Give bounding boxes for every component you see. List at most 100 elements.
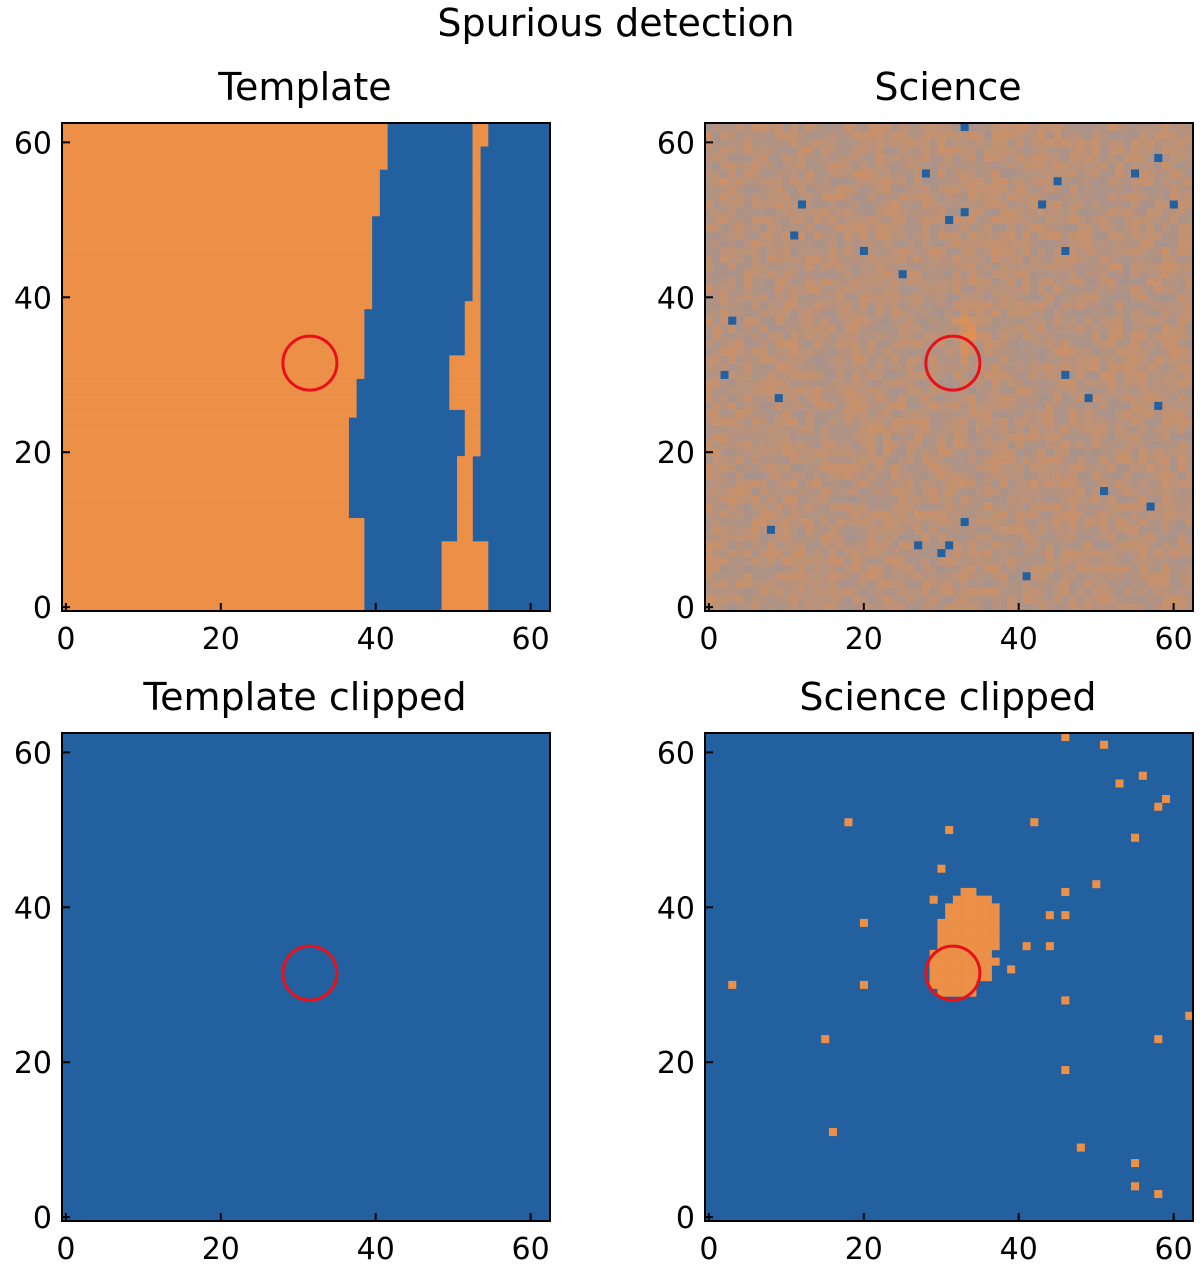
noise-pixel [836,200,845,209]
noise-pixel [712,494,721,503]
noise-pixel [1069,223,1078,232]
noise-pixel [844,262,853,271]
noise-pixel [906,246,915,255]
noise-pixel [743,262,752,271]
noise-pixel [1038,355,1047,364]
noise-pixel [999,177,1008,186]
noise-pixel [766,277,776,286]
noise-pixel [852,564,861,573]
noise-pixel [766,518,776,527]
noise-pixel [751,293,760,302]
noise-pixel [728,533,737,542]
noise-pixel [906,192,915,201]
noise-pixel [1154,177,1163,186]
noise-pixel [805,572,814,581]
noise-pixel [1138,223,1147,232]
noise-pixel [1154,494,1163,503]
noise-pixel [1115,177,1124,186]
blob-pixel [945,903,954,912]
noise-pixel [952,533,961,542]
blob-pixel [960,988,969,997]
noise-pixel [929,208,938,217]
noise-pixel [1123,293,1132,302]
noise-pixel [1069,270,1078,279]
noise-pixel [1045,394,1054,403]
noise-pixel [782,200,791,209]
noise-pixel [844,448,853,457]
noise-pixel [1014,401,1023,410]
noise-pixel [821,184,830,194]
noise-pixel [999,549,1008,558]
noise-pixel [1100,254,1109,263]
noise-pixel [828,370,837,379]
noise-pixel [1053,231,1062,240]
noise-pixel [821,270,830,279]
noise-pixel [743,510,752,519]
noise-pixel [821,456,830,465]
noise-pixel [1100,549,1109,558]
noise-pixel [1138,254,1147,263]
noise-pixel [945,494,954,503]
blue-pixel [790,231,799,240]
noise-pixel [1084,262,1093,271]
noise-pixel [766,549,776,558]
noise-pixel [983,223,992,232]
noise-pixel [705,417,714,426]
noise-pixel [1162,339,1171,348]
noise-pixel [712,177,721,186]
noise-pixel [1076,479,1085,488]
noise-pixel [1076,525,1085,534]
noise-pixel [1131,138,1140,147]
blob-pixel [929,965,938,974]
noise-pixel [1061,332,1070,341]
noise-pixel [906,556,915,565]
noise-pixel [828,463,837,472]
orange-row [62,285,373,294]
noise-pixel [1115,200,1124,209]
noise-pixel [759,246,768,255]
noise-pixel [766,456,776,465]
noise-pixel [828,177,837,186]
noise-pixel [1100,208,1109,217]
noise-pixel [1185,246,1194,255]
noise-pixel [1007,386,1016,395]
noise-pixel [1069,277,1078,286]
noise-pixel [1138,169,1147,178]
orange-pixel [929,895,938,904]
noise-pixel [751,525,760,534]
noise-pixel [1007,603,1016,612]
noise-pixel [720,208,729,217]
noise-pixel [1177,123,1186,132]
noise-pixel [867,564,876,573]
noise-pixel [759,308,768,317]
noise-pixel [1053,339,1062,348]
x-tick-label: 40 [357,622,395,657]
noise-pixel [1131,417,1140,426]
noise-pixel [813,549,822,558]
noise-pixel [852,123,861,132]
noise-pixel [914,525,923,534]
noise-pixel [875,401,884,410]
noise-pixel [844,200,853,209]
noise-pixel [1061,556,1070,565]
noise-pixel [1076,146,1085,155]
noise-pixel [797,215,806,224]
noise-pixel [1045,293,1054,302]
noise-pixel [867,471,876,480]
noise-pixel [712,525,721,534]
noise-pixel [712,254,721,263]
noise-pixel [766,440,776,449]
noise-pixel [1100,231,1109,240]
noise-pixel [728,370,737,379]
noise-pixel [1045,246,1054,255]
noise-pixel [790,401,799,410]
noise-pixel [1007,564,1016,573]
noise-pixel [1084,363,1093,372]
noise-pixel [1185,448,1194,457]
blob-pixel [945,949,954,958]
noise-pixel [782,184,791,194]
noise-pixel [1115,262,1124,271]
orange-streak [457,525,473,534]
noise-pixel [1123,370,1132,379]
noise-pixel [766,169,776,178]
